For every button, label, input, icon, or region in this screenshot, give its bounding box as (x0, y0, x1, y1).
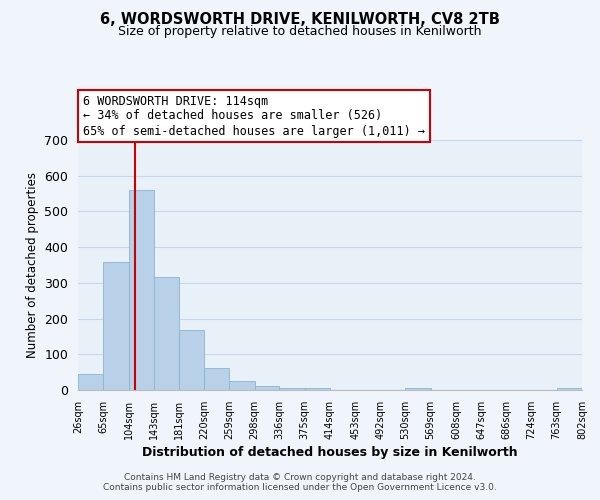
Bar (229, 382, 254, 390)
Bar (305, 388, 330, 390)
Bar (78, 374, 103, 390)
Bar (179, 330, 204, 390)
Bar (280, 388, 305, 390)
Y-axis label: Number of detached properties: Number of detached properties (26, 172, 39, 358)
Bar (204, 368, 229, 390)
Text: Size of property relative to detached houses in Kenilworth: Size of property relative to detached ho… (118, 25, 482, 38)
Bar (557, 388, 582, 390)
Text: 6 WORDSWORTH DRIVE: 114sqm
← 34% of detached houses are smaller (526)
65% of sem: 6 WORDSWORTH DRIVE: 114sqm ← 34% of deta… (83, 94, 425, 138)
X-axis label: Distribution of detached houses by size in Kenilworth: Distribution of detached houses by size … (142, 446, 518, 459)
Bar (254, 386, 280, 390)
Text: Contains HM Land Registry data © Crown copyright and database right 2024.
Contai: Contains HM Land Registry data © Crown c… (103, 473, 497, 492)
Bar (406, 388, 431, 390)
Text: 6, WORDSWORTH DRIVE, KENILWORTH, CV8 2TB: 6, WORDSWORTH DRIVE, KENILWORTH, CV8 2TB (100, 12, 500, 28)
Bar (103, 262, 128, 390)
Bar (128, 190, 154, 390)
Bar (154, 277, 179, 390)
